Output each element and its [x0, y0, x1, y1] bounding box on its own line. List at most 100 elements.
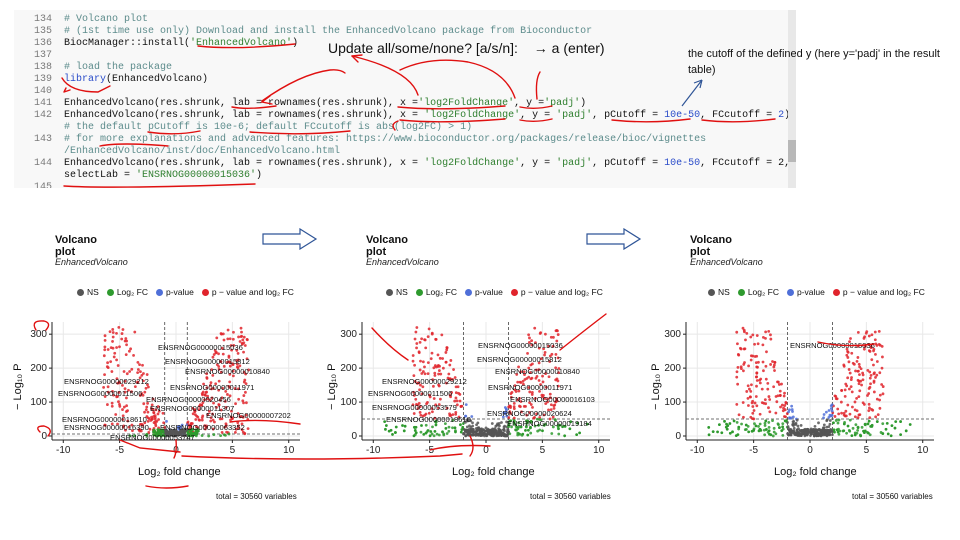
data-point: [462, 432, 466, 436]
code-line[interactable]: /EnhancedVolcano/inst/doc/EnhancedVolcan…: [14, 146, 340, 158]
data-point: [136, 361, 140, 364]
data-point: [505, 414, 509, 418]
code-line[interactable]: # the default pCutoff is 10e-6; default …: [14, 122, 472, 134]
data-point: [875, 420, 879, 423]
gene-label: ENSRNOG00000016103: [510, 395, 595, 404]
data-point: [869, 382, 872, 386]
code-line[interactable]: 140: [14, 86, 64, 98]
editor-scrollbar[interactable]: [788, 10, 796, 188]
data-point: [509, 395, 513, 399]
data-point: [126, 419, 130, 423]
data-point: [129, 347, 133, 351]
code-line[interactable]: 143 # for more explanations and advanced …: [14, 134, 706, 146]
data-point: [875, 373, 879, 377]
code-line[interactable]: 137: [14, 50, 64, 62]
data-point: [551, 425, 555, 429]
data-point: [868, 433, 872, 437]
gene-label: ENSRNOG00000011307: [150, 404, 234, 413]
data-point: [561, 425, 564, 429]
data-point: [475, 432, 479, 436]
legend-pfc-marker: [201, 288, 209, 296]
data-point: [103, 339, 107, 342]
data-point: [528, 411, 531, 414]
code-line[interactable]: 142 EnhancedVolcano(res.shrunk, lab = row…: [14, 110, 790, 122]
code-line[interactable]: 135 # (1st time use only) Download and in…: [14, 26, 592, 38]
data-point: [242, 350, 245, 354]
legend-p-marker: [787, 288, 794, 296]
data-point: [728, 431, 732, 435]
data-point: [856, 378, 860, 382]
x-tick-label: 10: [593, 445, 605, 456]
data-point: [763, 433, 767, 437]
data-point: [777, 423, 780, 427]
code-token: , pCutoff =: [592, 110, 665, 121]
data-point: [235, 362, 239, 366]
data-point: [424, 423, 428, 427]
data-point: [470, 415, 474, 418]
legend-p-marker: [465, 288, 472, 296]
data-point: [437, 384, 441, 388]
data-point: [138, 376, 142, 380]
data-point: [432, 397, 436, 400]
data-point: [441, 366, 445, 370]
data-point: [465, 425, 469, 429]
code-line[interactable]: 144 EnhancedVolcano(res.shrunk, lab = row…: [14, 158, 790, 170]
data-point: [836, 430, 840, 434]
data-point: [717, 423, 721, 427]
x-tick-label: 5: [230, 445, 236, 456]
data-point: [205, 377, 209, 380]
data-point: [224, 389, 228, 393]
data-point: [455, 403, 459, 407]
data-point: [762, 369, 765, 373]
data-point: [528, 336, 531, 340]
data-point: [826, 431, 830, 435]
data-point: [142, 372, 145, 375]
data-point: [208, 398, 212, 402]
data-point: [872, 347, 876, 351]
data-point: [461, 422, 465, 425]
data-point: [750, 429, 754, 433]
data-point: [451, 418, 455, 422]
editor-scrollbar-thumb[interactable]: [788, 140, 796, 162]
data-point: [780, 429, 784, 433]
data-point: [830, 433, 834, 437]
data-point: [846, 350, 849, 353]
code-line[interactable]: selectLab = 'ENSRNOG00000015036'): [14, 170, 262, 182]
data-point: [791, 430, 795, 433]
gene-label: ENSRNOG00000011971: [170, 383, 254, 392]
data-point: [890, 424, 894, 428]
data-point: [791, 420, 795, 424]
y-tick-label: 300: [340, 329, 357, 340]
data-point: [745, 331, 749, 335]
gene-label: ENSRNOG00000019184: [507, 419, 592, 428]
data-point: [471, 433, 475, 437]
data-point: [445, 432, 449, 435]
data-point: [219, 360, 222, 363]
code-line[interactable]: 145: [14, 182, 64, 188]
data-point: [514, 428, 518, 432]
data-point: [832, 428, 836, 432]
data-point: [178, 430, 182, 434]
data-point: [125, 339, 129, 343]
code-line[interactable]: 138 # load the package: [14, 62, 172, 74]
code-line[interactable]: 134 # Volcano plot: [14, 14, 148, 26]
data-point: [229, 344, 233, 347]
gene-label: ENSRNOG00000015812: [165, 357, 250, 366]
data-point: [217, 379, 221, 383]
data-point: [448, 363, 452, 367]
data-point: [433, 374, 437, 377]
data-point: [146, 401, 149, 405]
data-point: [420, 424, 423, 427]
data-point: [881, 432, 885, 435]
code-line[interactable]: 141 EnhancedVolcano(res.shrunk, lab = row…: [14, 98, 586, 110]
data-point: [541, 374, 544, 378]
data-point: [393, 431, 397, 434]
data-point: [517, 365, 520, 369]
data-point: [554, 353, 558, 356]
data-point: [824, 410, 828, 414]
data-point: [115, 377, 119, 381]
data-point: [539, 357, 543, 361]
data-point: [188, 434, 192, 438]
data-point: [866, 368, 870, 372]
data-point: [184, 428, 188, 432]
